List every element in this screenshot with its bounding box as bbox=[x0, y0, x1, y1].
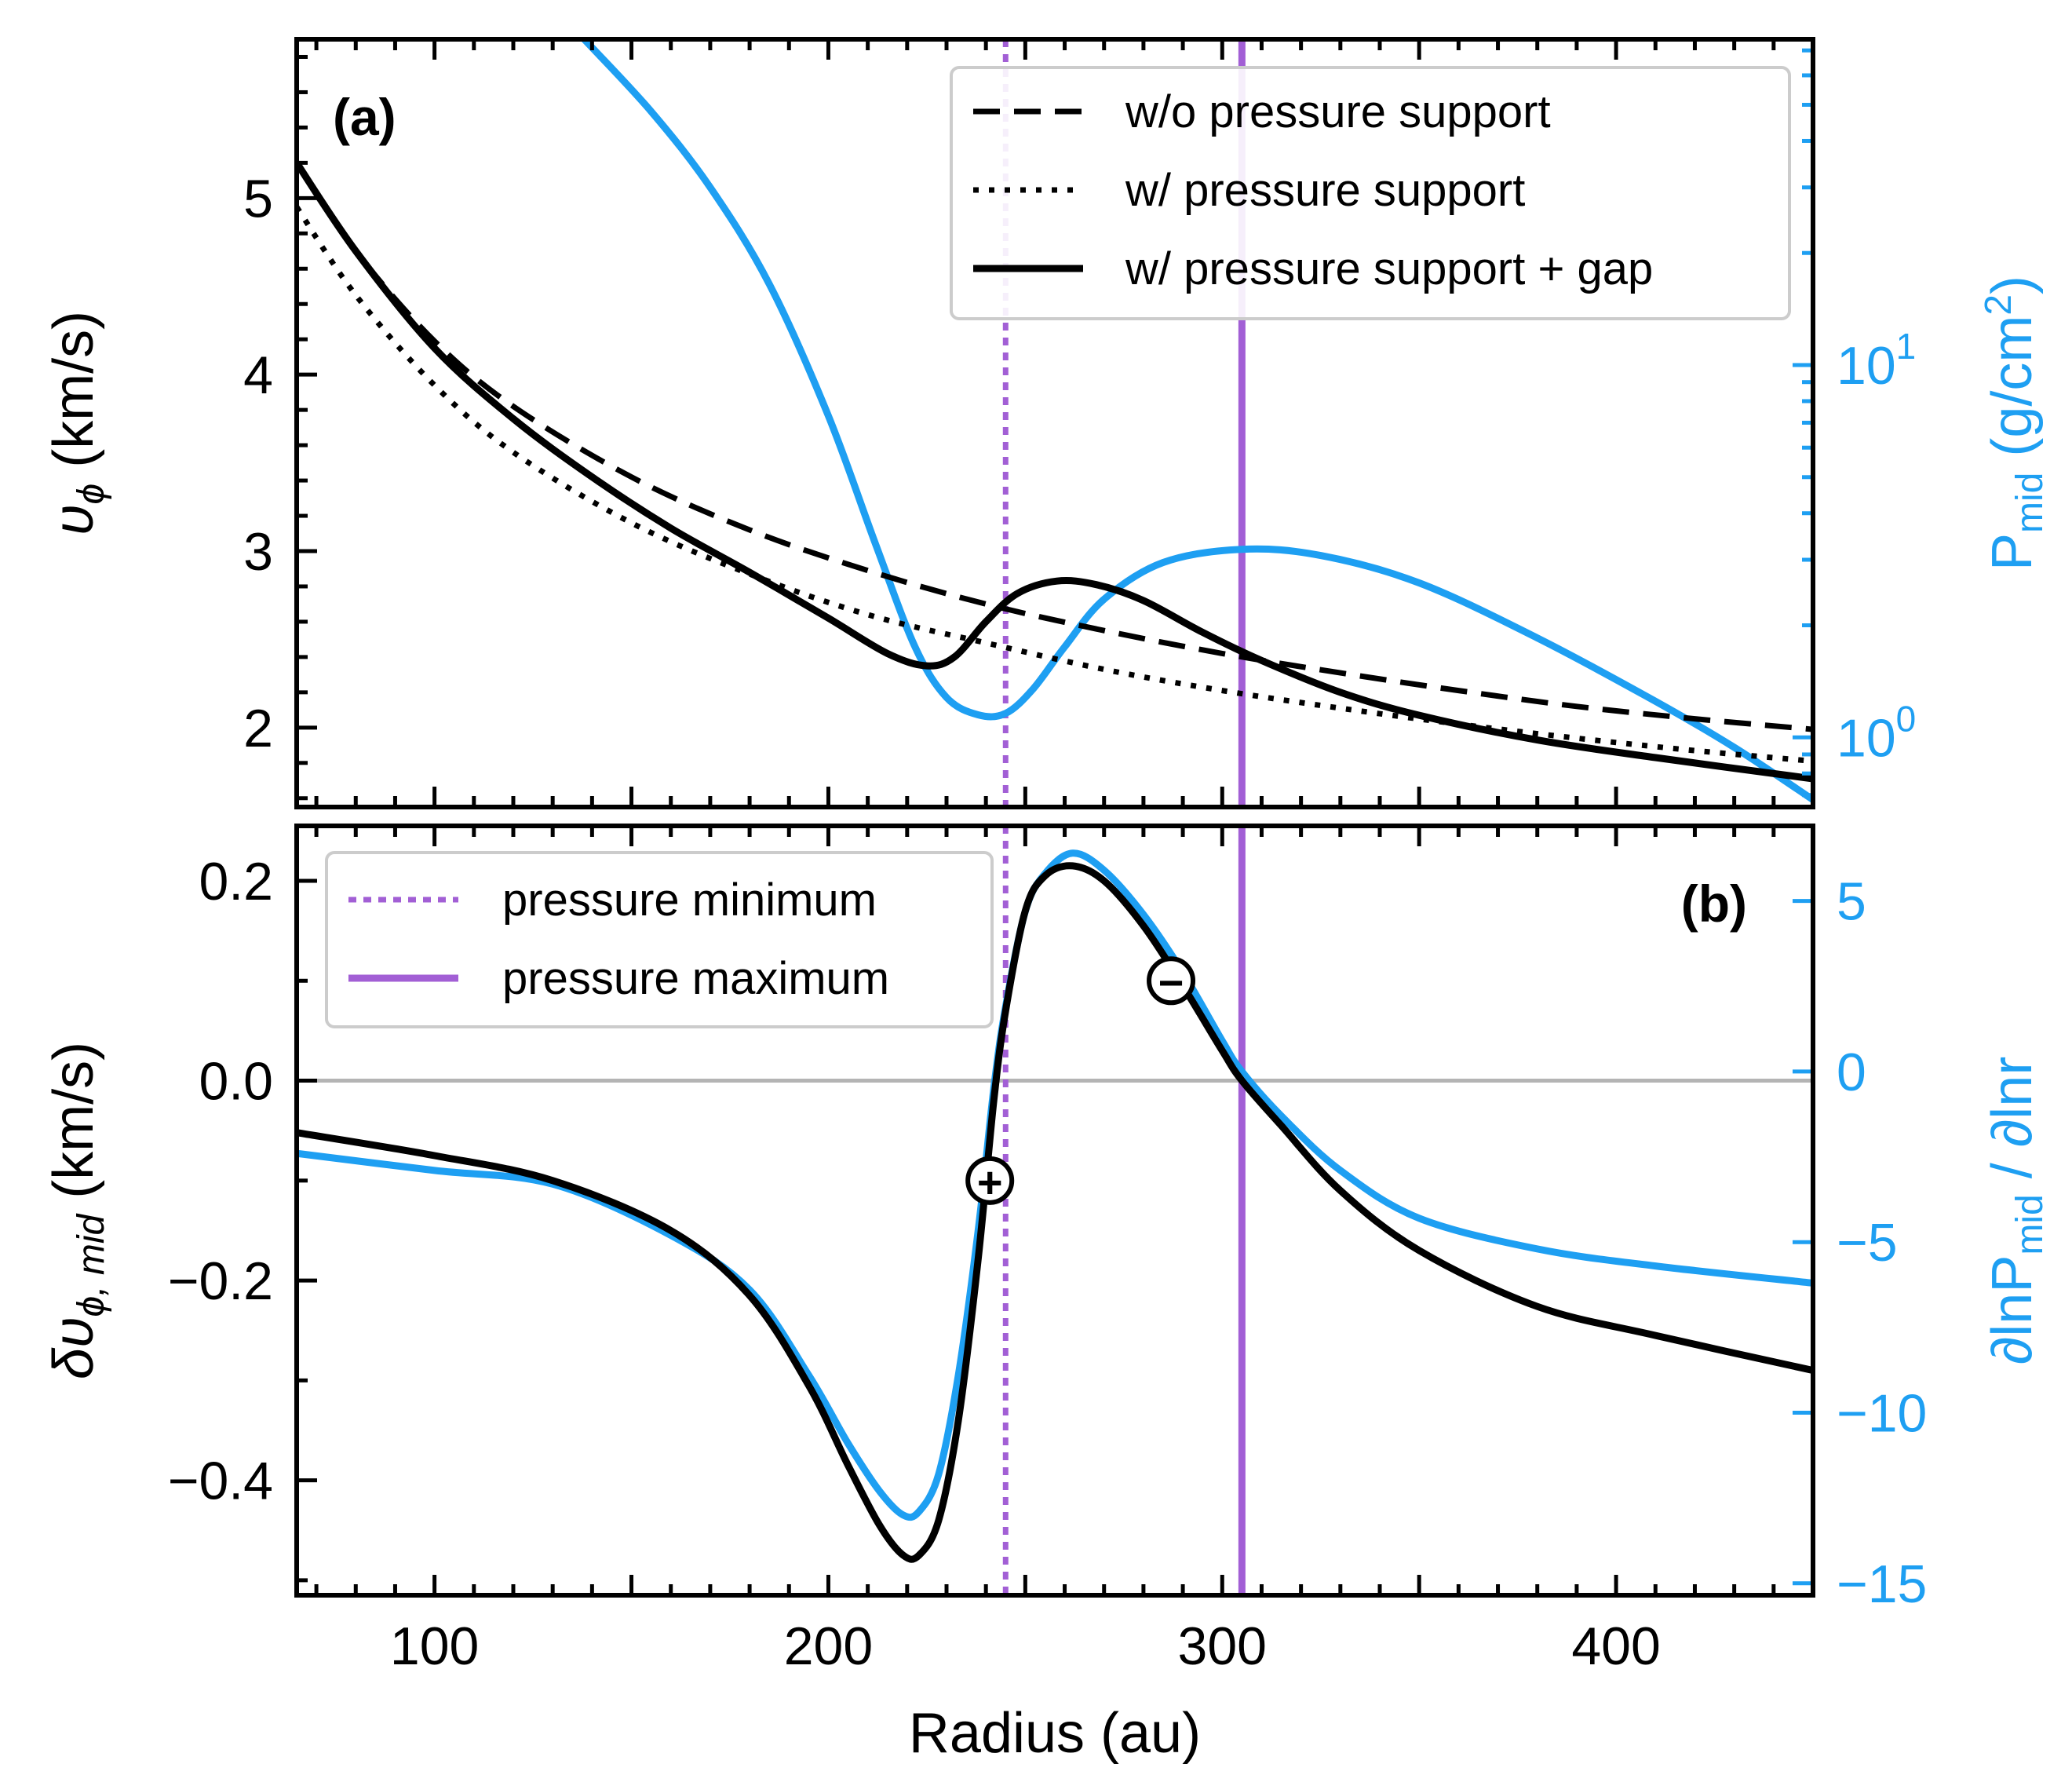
panel-b: 100 200 300 400 0.2 0.0 −0.2 −0.4 5 0 −5 −10 −15 (b)… bbox=[42, 824, 2051, 1676]
x-axis-label: Radius (au) bbox=[909, 1702, 1201, 1765]
panel-b-frame bbox=[294, 824, 1815, 1598]
x-tick-label: 100 bbox=[390, 1616, 479, 1676]
delta-vphi-curve bbox=[297, 862, 1813, 1563]
y-tick-label-right-b: −10 bbox=[1837, 1383, 1927, 1443]
x-tick-label: 200 bbox=[784, 1616, 873, 1676]
legend-a: w/o pressure support w/ pressure support… bbox=[950, 66, 1791, 320]
plus-marker: + bbox=[965, 1156, 1015, 1207]
y-axis-label-right-b: ∂lnPmid / ∂lnr bbox=[1981, 1057, 2051, 1365]
y-tick-label-left-a: 5 bbox=[243, 169, 273, 228]
plus-marker-symbol: + bbox=[977, 1157, 1003, 1207]
legend-label-no-pressure: w/o pressure support bbox=[1125, 86, 1551, 137]
y-tick-label-right-b: −15 bbox=[1837, 1554, 1927, 1614]
x-tick-label: 300 bbox=[1178, 1616, 1267, 1676]
legend-label-pressure-gap: w/ pressure support + gap bbox=[1125, 243, 1653, 294]
panel-b-label: (b) bbox=[1681, 875, 1747, 933]
pmid-curve bbox=[582, 39, 1813, 803]
y-axis-label-left-b: δυϕ, mid (km/s) bbox=[42, 1042, 112, 1379]
vphi-no-pressure-curve bbox=[297, 161, 1813, 732]
plus-marker-circle bbox=[965, 1156, 1015, 1205]
y-tick-label-right-b: 5 bbox=[1837, 872, 1866, 932]
y-tick-label-left-a: 3 bbox=[243, 522, 273, 582]
y-tick-label-left-b: −0.4 bbox=[168, 1452, 273, 1511]
y-tick-label-left-b: −0.2 bbox=[168, 1251, 273, 1311]
vphi-pressure-gap-curve bbox=[297, 160, 1813, 783]
legend-a-frame bbox=[950, 66, 1791, 320]
minus-marker-symbol: − bbox=[1158, 958, 1184, 1007]
vphi-pressure-curve bbox=[297, 205, 1813, 764]
panel-a: 2 3 4 5 100 101 (a) w/o pressure support w/ p… bbox=[42, 37, 2051, 809]
y-tick-label-right-a: 100 bbox=[1837, 698, 1916, 768]
y-tick-label-left-a: 4 bbox=[243, 345, 273, 405]
panel-a-label: (a) bbox=[333, 88, 396, 146]
legend-b: pressure minimum pressure maximum bbox=[325, 851, 994, 1028]
y-tick-label-left-b: 0.0 bbox=[199, 1052, 273, 1112]
legend-b-frame bbox=[325, 851, 994, 1028]
panel-a-frame bbox=[294, 37, 1815, 809]
legend-label-pressure: w/ pressure support bbox=[1125, 165, 1525, 216]
y-tick-label-left-b: 0.2 bbox=[199, 852, 273, 911]
x-tick-label: 400 bbox=[1571, 1616, 1660, 1676]
y-tick-label-right-b: 0 bbox=[1837, 1043, 1866, 1102]
legend-label-pressure-maximum: pressure maximum bbox=[502, 953, 889, 1004]
minus-marker-circle bbox=[1147, 956, 1196, 1006]
y-tick-label-right-b: −5 bbox=[1837, 1213, 1898, 1273]
minus-marker: − bbox=[1147, 956, 1196, 1007]
y-axis-label-left-a: υϕ (km/s) bbox=[42, 311, 112, 535]
y-tick-label-left-a: 2 bbox=[243, 699, 273, 758]
y-axis-label-right-a: Pmid (g/cm2) bbox=[1978, 276, 2051, 571]
y-tick-label-right-a: 101 bbox=[1837, 326, 1916, 396]
legend-label-pressure-minimum: pressure minimum bbox=[502, 875, 877, 926]
